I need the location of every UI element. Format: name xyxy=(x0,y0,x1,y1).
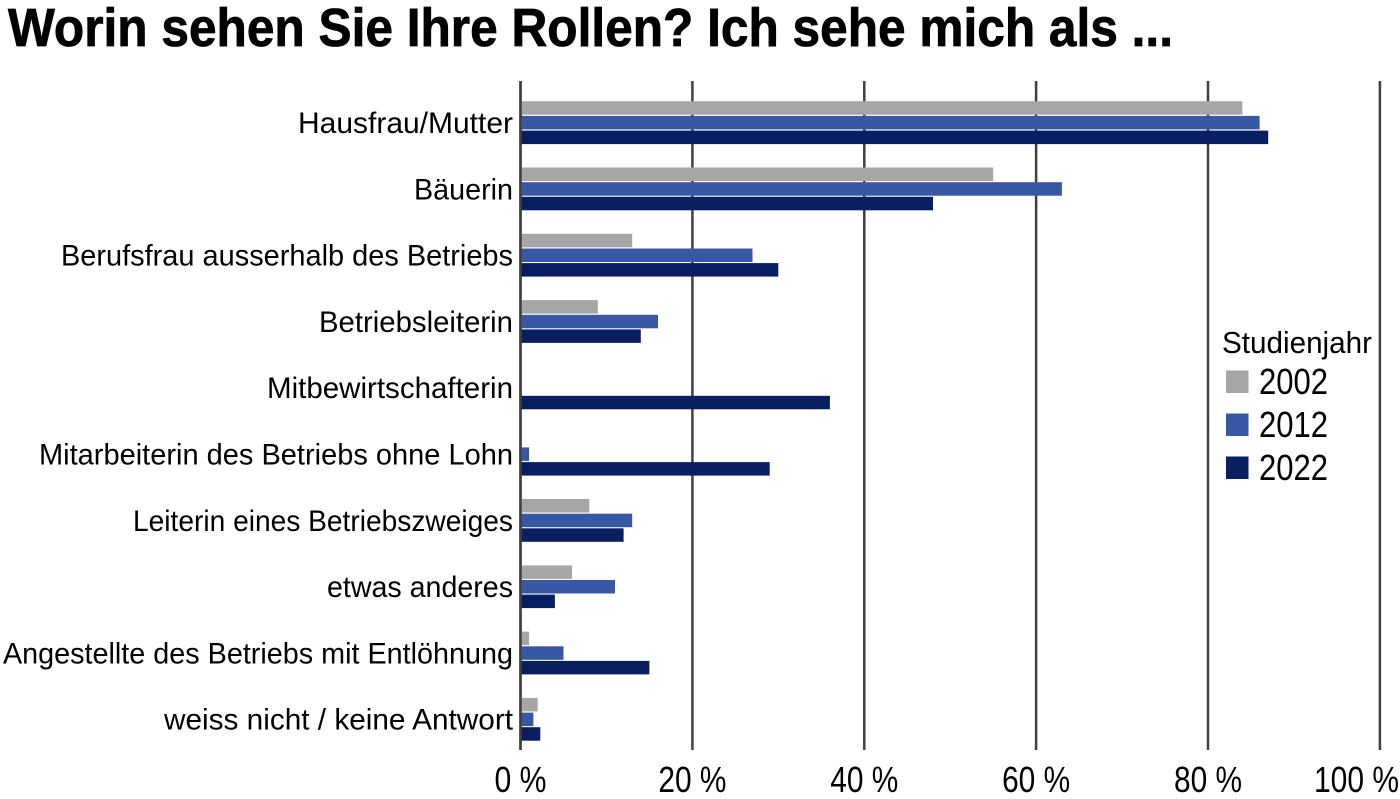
svg-text:Angestellte des Betriebs mit E: Angestellte des Betriebs mit Entlöhnung xyxy=(3,637,513,670)
svg-text:2022: 2022 xyxy=(1259,447,1328,488)
svg-text:20 %: 20 % xyxy=(658,759,726,794)
svg-text:Berufsfrau ausserhalb des Betr: Berufsfrau ausserhalb des Betriebs xyxy=(61,240,513,273)
svg-text:40 %: 40 % xyxy=(830,759,898,794)
svg-text:2012: 2012 xyxy=(1259,404,1328,445)
svg-text:Bäuerin: Bäuerin xyxy=(414,173,513,206)
svg-text:Worin sehen Sie Ihre Rollen? I: Worin sehen Sie Ihre Rollen? Ich sehe mi… xyxy=(8,0,1173,58)
svg-text:2002: 2002 xyxy=(1259,361,1328,402)
svg-text:etwas anderes: etwas anderes xyxy=(327,571,513,604)
svg-text:weiss nicht / keine Antwort: weiss nicht / keine Antwort xyxy=(163,704,514,737)
svg-text:Mitarbeiterin des Betriebs ohn: Mitarbeiterin des Betriebs ohne Lohn xyxy=(39,439,513,472)
svg-text:100 %: 100 % xyxy=(1314,759,1399,794)
svg-text:0 %: 0 % xyxy=(495,759,547,794)
svg-text:80 %: 80 % xyxy=(1174,759,1242,794)
svg-text:60 %: 60 % xyxy=(1002,759,1070,794)
svg-text:Mitbewirtschafterin: Mitbewirtschafterin xyxy=(267,372,513,405)
svg-text:Betriebsleiterin: Betriebsleiterin xyxy=(319,306,513,339)
svg-text:Studienjahr: Studienjahr xyxy=(1222,325,1372,360)
svg-text:Hausfrau/Mutter: Hausfrau/Mutter xyxy=(298,107,513,140)
svg-text:Leiterin eines Betriebszweiges: Leiterin eines Betriebszweiges xyxy=(133,505,513,538)
